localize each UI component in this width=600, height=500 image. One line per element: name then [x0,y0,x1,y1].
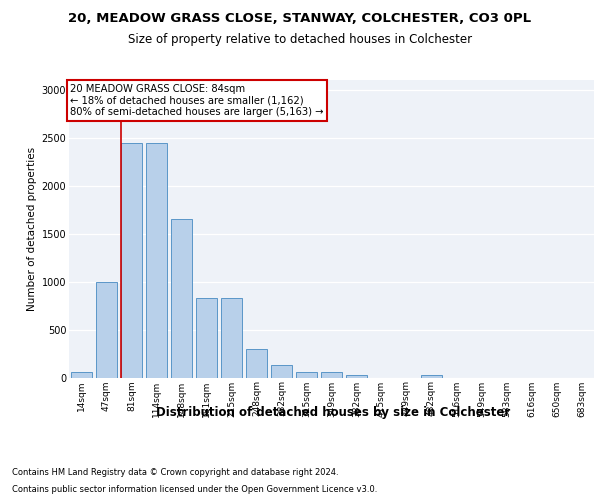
Text: 20, MEADOW GRASS CLOSE, STANWAY, COLCHESTER, CO3 0PL: 20, MEADOW GRASS CLOSE, STANWAY, COLCHES… [68,12,532,26]
Text: Contains HM Land Registry data © Crown copyright and database right 2024.: Contains HM Land Registry data © Crown c… [12,468,338,477]
Bar [71,372,92,378]
Text: Size of property relative to detached houses in Colchester: Size of property relative to detached ho… [128,32,472,46]
Bar [171,219,192,378]
Bar [196,298,217,378]
Bar [96,282,117,378]
Bar [296,372,317,378]
Bar [146,144,167,378]
Bar [346,374,367,378]
Text: 20 MEADOW GRASS CLOSE: 84sqm
← 18% of detached houses are smaller (1,162)
80% of: 20 MEADOW GRASS CLOSE: 84sqm ← 18% of de… [70,84,324,117]
Bar [246,349,267,378]
Text: Distribution of detached houses by size in Colchester: Distribution of detached houses by size … [156,406,510,419]
Bar [321,372,342,378]
Text: Contains public sector information licensed under the Open Government Licence v3: Contains public sector information licen… [12,484,377,494]
Bar [421,374,442,378]
Bar [271,365,292,378]
Y-axis label: Number of detached properties: Number of detached properties [28,146,37,311]
Bar [221,298,242,378]
Bar [121,144,142,378]
